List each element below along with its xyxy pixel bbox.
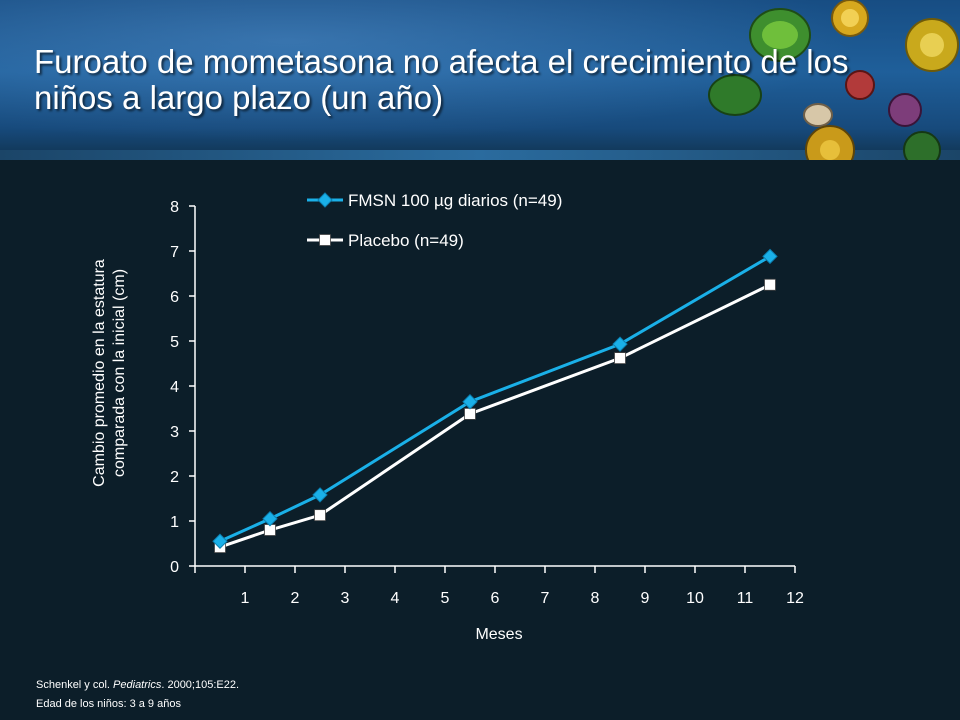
citation-details: . 2000;105:E22.	[161, 679, 240, 691]
x-tick-label: 10	[686, 590, 704, 607]
x-tick-label: 8	[591, 590, 600, 607]
y-tick-label: 8	[170, 199, 179, 216]
x-tick-label: 6	[491, 590, 500, 607]
series-line-placebo	[219, 283, 771, 549]
citation-journal: Pediatrics	[113, 679, 162, 691]
x-tick-label: 3	[341, 590, 350, 607]
y-axis-title-line-2: comparada con la inicial (cm)	[111, 269, 128, 477]
x-tick-label: 4	[391, 590, 400, 607]
x-tick-label: 2	[291, 590, 300, 607]
y-tick-label: 3	[170, 424, 179, 441]
x-tick-label: 7	[541, 590, 550, 607]
legend-label-placebo: Placebo (n=49)	[348, 231, 464, 250]
placebo-data-point	[764, 278, 776, 291]
fmsn-data-point	[612, 336, 628, 352]
y-tick-label: 2	[170, 469, 179, 486]
y-tick-label: 1	[170, 514, 179, 531]
series-line-fmsn	[219, 255, 771, 543]
placebo-data-point	[464, 407, 476, 420]
slide-header: Furoato de mometasona no afecta el creci…	[0, 0, 960, 160]
y-tick-label: 4	[170, 379, 179, 396]
citation-authors: Schenkel y col.	[36, 679, 114, 691]
placebo-data-point	[314, 509, 326, 522]
x-axis-title: Meses	[475, 626, 522, 643]
legend-label-fmsn: FMSN 100 µg diarios (n=49)	[348, 191, 562, 210]
pollen-illustration	[708, 0, 959, 160]
y-tick-label: 7	[170, 244, 179, 261]
x-tick-label: 5	[441, 590, 450, 607]
legend-marker-fmsn	[317, 192, 333, 208]
fmsn-data-point	[212, 533, 228, 549]
fmsn-data-point	[262, 511, 278, 527]
age-footnote: Edad de los niños: 3 a 9 años	[36, 698, 181, 710]
y-tick-label: 6	[170, 289, 179, 306]
citation-footnote: Schenkel y col. Pediatrics. 2000;105:E22…	[36, 679, 239, 691]
chart-legend: FMSN 100 µg diarios (n=49) Placebo (n=49)	[307, 191, 562, 250]
placebo-data-point	[614, 352, 626, 365]
y-axis-ticks: 0 1 2 3 4 5 6 7 8	[170, 199, 195, 576]
x-tick-label: 11	[737, 590, 754, 607]
legend-marker-placebo	[319, 234, 331, 246]
y-axis-title-line-1: Cambio promedio en la estatura	[91, 259, 108, 487]
header-band	[0, 150, 960, 160]
x-tick-label: 12	[786, 590, 804, 607]
x-tick-label: 9	[641, 590, 650, 607]
slide-title: Furoato de mometasona no afecta el creci…	[34, 43, 849, 116]
fmsn-data-point	[462, 394, 478, 410]
y-tick-label: 5	[170, 334, 179, 351]
fmsn-data-point	[312, 487, 328, 503]
x-axis-ticks: 1 2 3 4 5 6 7 8 9 10 11 12	[194, 566, 804, 607]
series-layer	[212, 248, 778, 553]
x-tick-label: 1	[241, 590, 250, 607]
fmsn-data-point	[762, 248, 778, 265]
y-tick-label: 0	[170, 559, 179, 576]
